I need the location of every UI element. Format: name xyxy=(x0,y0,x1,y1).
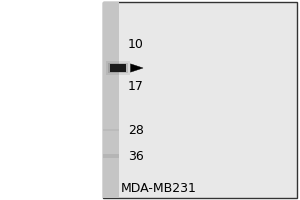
Bar xyxy=(110,64,126,72)
Bar xyxy=(108,63,128,73)
Text: MDA-MB231: MDA-MB231 xyxy=(121,182,197,194)
Text: 10: 10 xyxy=(128,38,144,50)
Bar xyxy=(103,154,118,158)
Text: 28: 28 xyxy=(128,123,144,136)
Text: 17: 17 xyxy=(128,80,144,92)
Bar xyxy=(103,2,297,198)
Polygon shape xyxy=(130,64,143,72)
Bar xyxy=(106,61,130,75)
Bar xyxy=(103,129,118,131)
Bar xyxy=(103,2,118,198)
Text: 36: 36 xyxy=(128,150,144,162)
